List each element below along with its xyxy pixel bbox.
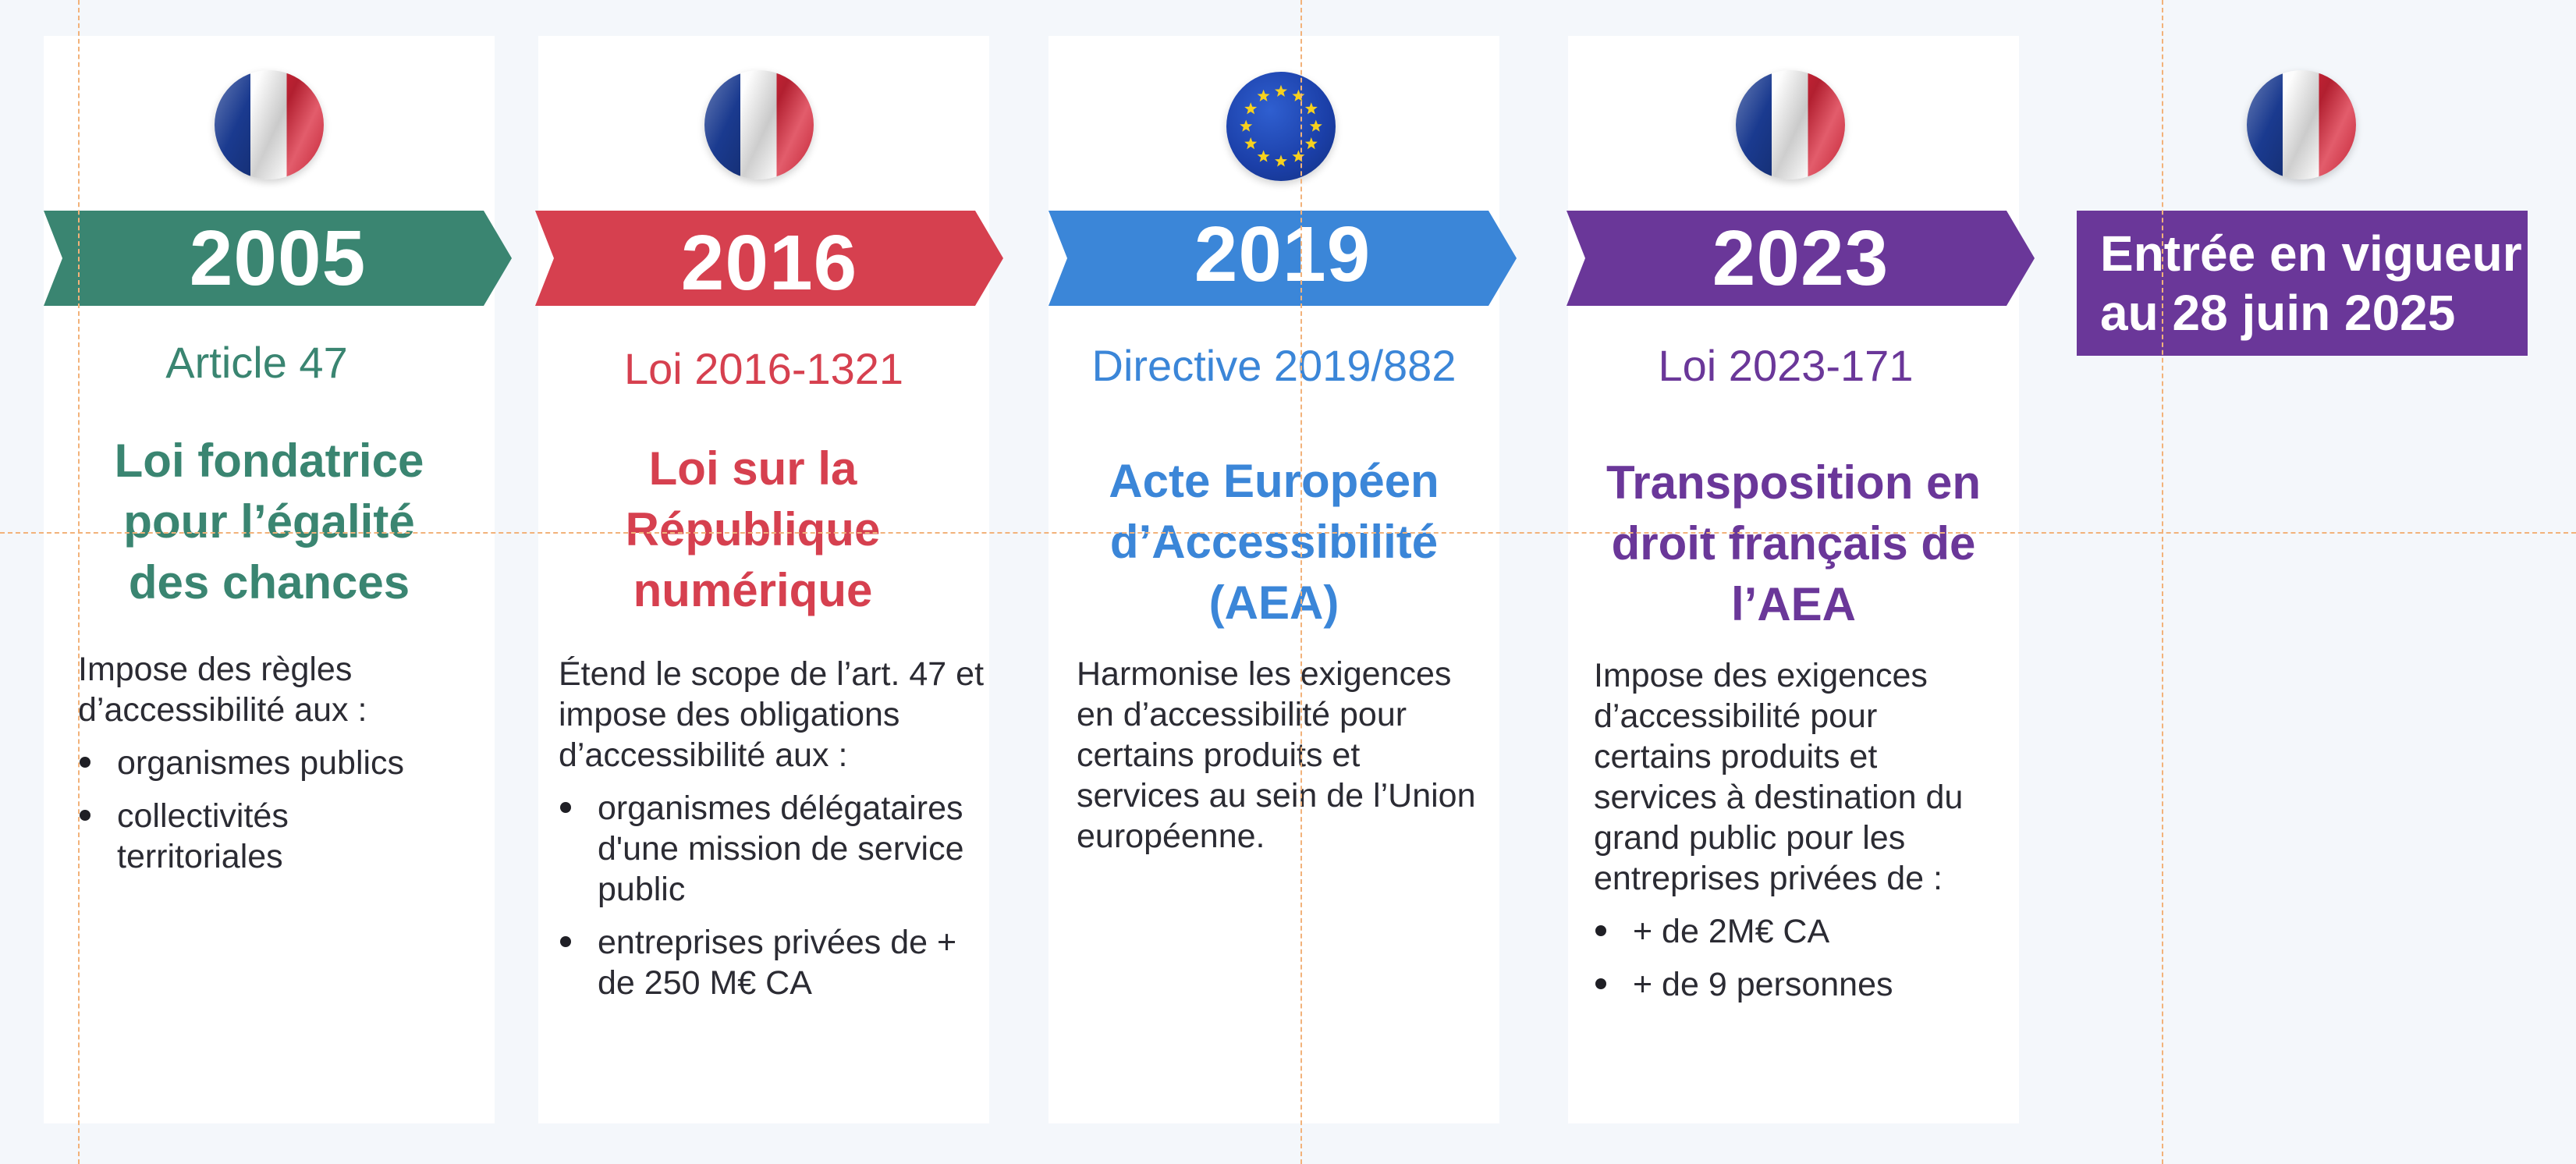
eu-star-icon bbox=[1244, 102, 1258, 115]
eu-flag-icon bbox=[1226, 72, 1336, 181]
eu-stars bbox=[1240, 84, 1322, 167]
law-description: Impose des règles d’accessibilité aux : … bbox=[78, 649, 445, 889]
year-banner-2016: 2016 bbox=[535, 211, 1003, 306]
description-text: Impose des exigences d’accessibilité pou… bbox=[1594, 657, 1964, 897]
bullet-list: organismes délégataires d'une mission de… bbox=[559, 788, 995, 1003]
law-title-line: d’Accessibilité bbox=[1109, 516, 1439, 568]
reference-label: Directive 2019/882 bbox=[1091, 341, 1457, 390]
law-title-line: Transposition en bbox=[1606, 456, 1982, 509]
law-title-line: numérique bbox=[633, 564, 873, 616]
law-title-line: l’AEA bbox=[1730, 578, 1857, 630]
france-flag-icon bbox=[704, 70, 814, 179]
eu-star-icon bbox=[1292, 150, 1305, 162]
law-description: Harmonise les exigences en d’accessibili… bbox=[1077, 654, 1482, 857]
law-title-line: Acte Européen bbox=[1109, 455, 1439, 507]
eu-star-icon bbox=[1275, 84, 1287, 97]
law-title-line: République bbox=[625, 503, 881, 555]
eu-star-icon bbox=[1304, 137, 1318, 150]
year-label: 2005 bbox=[189, 214, 367, 302]
description-text: Étend le scope de l’art. 47 et impose de… bbox=[559, 655, 985, 774]
law-title-line: Loi sur la bbox=[648, 442, 857, 495]
france-flag-icon bbox=[2247, 70, 2356, 179]
eu-star-icon bbox=[1304, 102, 1318, 115]
year-label: 2019 bbox=[1194, 210, 1371, 298]
reference-label: Loi 2023-171 bbox=[1658, 341, 1914, 390]
effective-date-line: Entrée en vigueur bbox=[2100, 225, 2522, 282]
bullet-list: organismes publics collectivités territo… bbox=[78, 743, 445, 877]
list-item: organismes publics bbox=[80, 743, 445, 783]
bullet-list: + de 2M€ CA + de 9 personnes bbox=[1594, 911, 1999, 1005]
year-banner-2023: 2023 bbox=[1567, 211, 2035, 306]
law-title: Loi fondatrice pour l’égalité des chance… bbox=[44, 431, 495, 613]
year-banner-2005: 2005 bbox=[44, 211, 512, 306]
list-item: entreprises privées de + de 250 M€ CA bbox=[560, 922, 995, 1003]
law-title-line: pour l’égalité bbox=[123, 495, 415, 548]
law-title-line: Loi fondatrice bbox=[114, 435, 424, 487]
france-flag-icon bbox=[1736, 70, 1845, 179]
eu-star-icon bbox=[1309, 119, 1322, 132]
year-label: 2023 bbox=[1712, 214, 1889, 302]
reference-label: Loi 2016-1321 bbox=[623, 344, 904, 393]
year-label: 2016 bbox=[680, 218, 858, 307]
law-title: Loi sur la République numérique bbox=[527, 438, 978, 621]
law-title: Transposition en droit français de l’AEA bbox=[1568, 452, 2019, 635]
list-item: + de 2M€ CA bbox=[1595, 911, 1999, 952]
list-item: organismes délégataires d'une mission de… bbox=[560, 788, 995, 910]
reference-label: Article 47 bbox=[165, 338, 348, 387]
eu-star-icon bbox=[1275, 154, 1287, 167]
law-description: Impose des exigences d’accessibilité pou… bbox=[1594, 655, 1999, 1017]
list-item: collectivités territoriales bbox=[80, 796, 445, 877]
law-description: Étend le scope de l’art. 47 et impose de… bbox=[559, 654, 995, 1016]
description-text: Harmonise les exigences en d’accessibili… bbox=[1077, 655, 1476, 855]
eu-star-icon bbox=[1244, 137, 1258, 150]
eu-star-icon bbox=[1257, 150, 1270, 162]
eu-star-icon bbox=[1240, 119, 1253, 132]
effective-date-banner: Entrée en vigueur au 28 juin 2025 bbox=[2077, 211, 2528, 356]
eu-star-icon bbox=[1257, 89, 1270, 101]
effective-date-line: au 28 juin 2025 bbox=[2100, 285, 2456, 341]
law-title-line: droit français de bbox=[1611, 517, 1976, 570]
guide-line-vertical bbox=[2162, 0, 2163, 1164]
law-title-line: des chances bbox=[128, 556, 410, 609]
eu-star-icon bbox=[1292, 89, 1305, 101]
law-title-line: (AEA) bbox=[1208, 577, 1339, 629]
year-banner-2019: 2019 bbox=[1048, 211, 1517, 306]
france-flag-icon bbox=[215, 70, 324, 179]
law-title: Acte Européen d’Accessibilité (AEA) bbox=[1048, 451, 1499, 633]
description-text: Impose des règles d’accessibilité aux : bbox=[78, 651, 367, 729]
list-item: + de 9 personnes bbox=[1595, 964, 1999, 1005]
